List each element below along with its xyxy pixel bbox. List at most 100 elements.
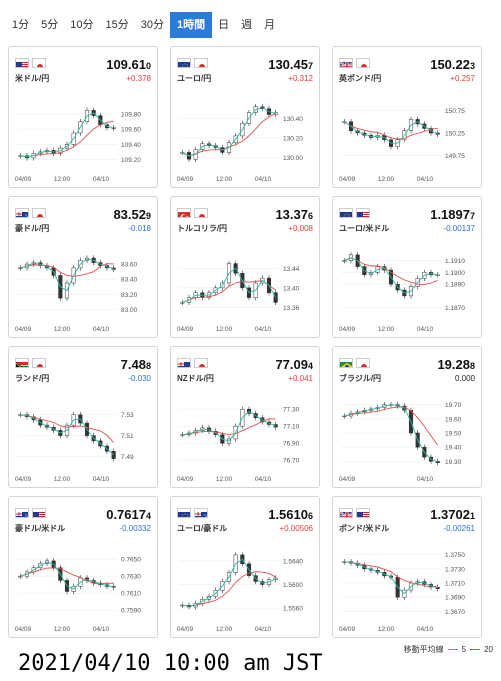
y-tick-label: 7.49 — [121, 454, 134, 461]
tab-timeframe[interactable]: 1時間 — [170, 12, 213, 38]
ma5-line — [344, 121, 438, 144]
rate-price: 0.76174 — [106, 507, 151, 522]
rate-card[interactable]: 豪ドル/円 83.529 -0.018 83.60 83.40 83.20 83.00 04/… — [8, 196, 158, 338]
y-tick-label: 1.1900 — [445, 270, 465, 277]
x-tick-label: 04/09 — [177, 326, 194, 333]
y-tick-label: 83.00 — [121, 307, 138, 314]
x-tick-label: 04/09 — [15, 476, 32, 483]
rate-price-last-digit: 3 — [469, 61, 475, 71]
x-tick-label: 04/10 — [93, 176, 110, 183]
rate-price-main: 77.09 — [275, 357, 308, 372]
rate-change: -0.00261 — [443, 524, 475, 533]
tab-timeframe[interactable]: 週 — [241, 19, 253, 31]
tab-timeframe[interactable]: 10分 — [70, 19, 94, 31]
rate-card[interactable]: ユーロ/円 130.457 +0.312 130.40 130.20 130.00 04/0… — [170, 46, 320, 188]
mini-candlestick-chart: 83.60 83.40 83.20 83.00 04/09 12:00 04/10 — [15, 255, 138, 333]
x-tick-label: 04/10 — [255, 476, 272, 483]
currency-flags — [177, 58, 208, 68]
y-tick-label: 1.3730 — [445, 566, 465, 573]
currency-flags — [177, 508, 208, 518]
y-tick-label: 1.3670 — [445, 609, 465, 616]
x-tick-label: 12:00 — [378, 626, 395, 633]
mini-candlestick-chart: 13.44 13.40 13.36 04/09 12:00 04/10 — [177, 260, 300, 333]
pair-name: ユーロ/円 — [177, 74, 212, 83]
y-tick-label: 1.3690 — [445, 595, 465, 602]
mini-candlestick-chart: 1.1910 1.1900 1.1890 1.1870 04/09 12:00 04/10 — [339, 252, 465, 333]
rate-change: -0.030 — [128, 374, 151, 383]
currency-flags — [15, 208, 46, 218]
candle-body — [180, 302, 185, 304]
y-tick-label: 13.36 — [283, 305, 300, 312]
ma5-line — [20, 112, 114, 158]
y-tick-label: 109.80 — [121, 112, 141, 119]
x-tick-label: 12:00 — [216, 326, 233, 333]
rate-card[interactable]: ランド/円 7.488 -0.030 7.53 7.51 7.49 04/09 12:00 04… — [8, 346, 158, 488]
mini-candlestick-chart: 150.75 150.25 149.75 04/09 12:00 04/10 — [339, 108, 465, 183]
x-tick-label: 04/09 — [339, 326, 356, 333]
rate-card[interactable]: ポンド/米ドル 1.37021 -0.00261 1.3750 1.3730 1.3710… — [332, 496, 482, 638]
y-tick-label: 1.5600 — [283, 582, 303, 589]
rate-card[interactable]: 豪ドル/米ドル 0.76174 -0.00332 0.7650 0.7630 0.7610… — [8, 496, 158, 638]
rate-price: 150.223 — [430, 57, 475, 72]
rate-change: -0.00332 — [119, 524, 151, 533]
pair-name: ユーロ/豪ドル — [177, 524, 228, 533]
rate-change: +0.312 — [288, 74, 313, 83]
rate-card[interactable]: ユーロ/豪ドル 1.56106 +0.00506 1.5640 1.5600 1.5560… — [170, 496, 320, 638]
flag-us-icon — [32, 508, 46, 518]
y-tick-label: 76.70 — [283, 458, 300, 465]
x-tick-label: 04/10 — [417, 476, 434, 483]
tab-timeframe[interactable]: 1分 — [12, 19, 30, 31]
rate-price-last-digit: 7 — [469, 211, 475, 221]
y-tick-label: 19.70 — [445, 402, 462, 409]
rate-price-main: 150.22 — [430, 57, 470, 72]
rate-price: 109.610 — [106, 57, 151, 72]
mini-candlestick-chart: 77.30 77.10 76.90 76.70 04/09 12:00 04/10 — [177, 406, 300, 483]
tab-timeframe[interactable]: 5分 — [41, 19, 59, 31]
flag-tr-icon — [177, 208, 191, 218]
tab-timeframe[interactable]: 15分 — [105, 19, 129, 31]
rate-price: 1.56106 — [268, 507, 313, 522]
ma20-line — [20, 120, 114, 158]
flag-au-icon — [15, 508, 29, 518]
y-tick-label: 130.20 — [283, 135, 303, 142]
pair-name: 豪ドル/円 — [15, 224, 50, 233]
tab-timeframe[interactable]: 月 — [264, 19, 276, 31]
rate-card[interactable]: 米ドル/円 109.610 +0.378 109.80 109.60 109.40 109.… — [8, 46, 158, 188]
x-tick-label: 12:00 — [216, 176, 233, 183]
x-tick-label: 04/10 — [93, 626, 110, 633]
candle-body — [435, 274, 440, 276]
rate-card[interactable]: ブラジル/円 19.288 0.000 19.70 19.60 19.50 19.40 19.… — [332, 346, 482, 488]
rate-price: 130.457 — [268, 57, 313, 72]
rate-price-main: 1.1897 — [430, 207, 470, 222]
x-tick-label: 04/09 — [339, 176, 356, 183]
rate-card[interactable]: トルコリラ/円 13.376 +0.008 13.44 13.40 13.36 04/09 1… — [170, 196, 320, 338]
mini-candlestick-chart: 7.53 7.51 7.49 04/09 12:00 04/10 — [15, 411, 134, 483]
x-tick-label: 12:00 — [378, 176, 395, 183]
rate-card[interactable]: 英ポンド/円 150.223 +0.257 150.75 150.25 149.75 04/… — [332, 46, 482, 188]
ma5-line — [20, 561, 114, 590]
flag-jp-icon — [194, 208, 208, 218]
rate-change: +0.257 — [450, 74, 475, 83]
rate-card[interactable]: NZドル/円 77.094 +0.041 77.30 77.10 76.90 76.70 04… — [170, 346, 320, 488]
x-tick-label: 12:00 — [54, 626, 71, 633]
pair-name: 米ドル/円 — [15, 74, 50, 83]
x-tick-label: 04/09 — [339, 476, 356, 483]
x-tick-label: 04/09 — [177, 476, 194, 483]
legend-ma20: 20 — [484, 645, 493, 654]
tab-timeframe[interactable]: 日 — [218, 19, 230, 31]
x-tick-label: 04/09 — [15, 626, 32, 633]
y-tick-label: 109.40 — [121, 142, 141, 149]
y-tick-label: 13.44 — [283, 266, 300, 273]
x-tick-label: 04/10 — [255, 176, 272, 183]
currency-flags — [15, 58, 46, 68]
rate-card[interactable]: ユーロ/米ドル 1.18977 -0.00137 1.1910 1.1900 1.1890… — [332, 196, 482, 338]
currency-flags — [177, 358, 208, 368]
candle-body — [273, 292, 278, 303]
rate-change: 0.000 — [454, 374, 475, 383]
ma20-line — [20, 263, 114, 277]
candle-body — [111, 451, 116, 459]
ma5-line — [182, 267, 277, 303]
candle-body — [180, 434, 185, 436]
tab-timeframe[interactable]: 30分 — [140, 19, 164, 31]
y-tick-label: 1.1870 — [445, 305, 465, 312]
